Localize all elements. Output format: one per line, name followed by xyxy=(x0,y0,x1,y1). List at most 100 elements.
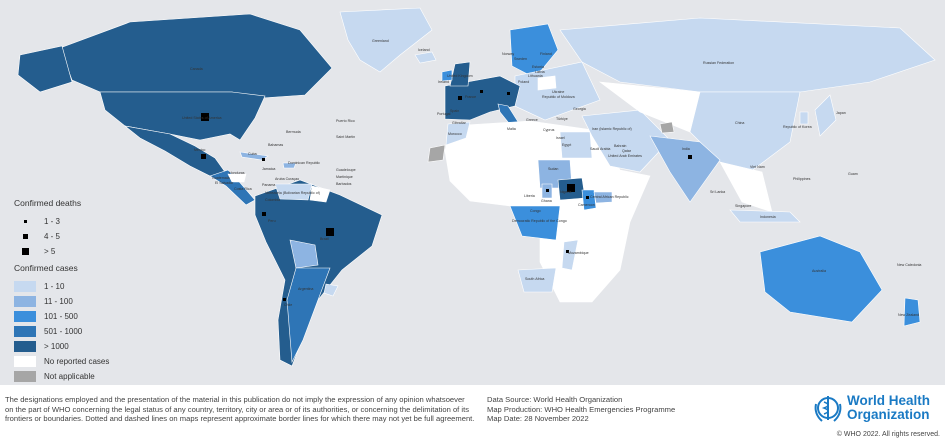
label-france: France xyxy=(465,95,476,99)
label-guadeloupe: Guadeloupe xyxy=(336,168,356,172)
label-japan: Japan xyxy=(836,111,846,115)
logo-line-2: Organization xyxy=(847,407,930,422)
country-western-sahara xyxy=(427,144,446,163)
country-scandinavia xyxy=(509,23,559,79)
label-russia: Russian Federation xyxy=(703,61,734,65)
label-saint-martin: Saint Martin xyxy=(336,135,355,139)
country-belarus xyxy=(537,75,557,91)
country-afghanistan-kashmir xyxy=(659,121,675,134)
legend-swatch xyxy=(14,341,36,352)
legend-label: Not applicable xyxy=(44,372,95,381)
legend-swatch xyxy=(14,311,36,322)
country-australia xyxy=(759,235,883,323)
label-iceland: Iceland xyxy=(418,48,430,52)
country-iceland xyxy=(414,51,437,64)
label-uae: United Arab Emirates xyxy=(608,154,642,158)
legend-deaths-item: 1 - 3 xyxy=(10,214,109,229)
label-sudan: Sudan xyxy=(548,167,558,171)
label-gibraltar: Gibraltar xyxy=(452,121,467,125)
label-qatar: Qatar xyxy=(622,149,632,153)
legend-cases-item: 501 - 1000 xyxy=(10,324,109,339)
label-indonesia: Indonesia xyxy=(760,215,776,219)
legend-swatch xyxy=(14,371,36,382)
label-aruba-curacao: Aruba Curaçao xyxy=(275,177,299,181)
label-portugal: Portugal xyxy=(437,112,451,116)
death-marker-cameroon xyxy=(586,196,589,199)
country-canada xyxy=(59,13,333,99)
death-marker-chile xyxy=(283,298,286,301)
label-israel: Israel xyxy=(556,136,565,140)
label-brazil: Brazil xyxy=(320,237,329,241)
map-footer: The designations employed and the presen… xyxy=(0,385,945,447)
country-drc xyxy=(509,205,561,241)
disclaimer-text: The designations employed and the presen… xyxy=(5,395,475,424)
death-marker-cuba xyxy=(262,158,265,161)
legend-swatch xyxy=(14,281,36,292)
label-georgia: Georgia xyxy=(573,107,586,111)
country-argentina xyxy=(286,267,331,364)
label-drc: Democratic Republic of the Congo xyxy=(512,219,567,223)
country-venezuela xyxy=(274,183,313,201)
country-morocco xyxy=(445,121,471,146)
label-argentina: Argentina xyxy=(298,287,313,291)
label-venezuela: Venezuela (Bolivarian Republic of) xyxy=(265,191,320,195)
death-marker-mozambique xyxy=(566,250,569,253)
label-cameroon: Cameroon xyxy=(578,203,595,207)
label-peru: Peru xyxy=(268,219,276,223)
map-svg: Greenland Iceland Russian Federation Can… xyxy=(17,7,936,367)
label-costa-rica: Costa Rica xyxy=(234,187,252,191)
country-bolivia xyxy=(289,239,319,269)
label-cuba: Cuba xyxy=(248,152,257,156)
death-marker-usa xyxy=(201,113,209,121)
death-marker-ghana xyxy=(546,189,549,192)
country-usa-alaska xyxy=(17,45,73,93)
label-ukraine: Ukraine xyxy=(552,90,564,94)
country-indonesia xyxy=(729,209,801,223)
legend-label: 1 - 10 xyxy=(44,282,65,291)
label-bermuda: Bermuda xyxy=(286,130,301,134)
legend-swatch xyxy=(14,296,36,307)
label-guam: Guam xyxy=(848,172,858,176)
country-guyana xyxy=(309,185,331,203)
label-mozambique: Mozambique xyxy=(568,251,589,255)
label-ireland: Ireland xyxy=(438,80,449,84)
label-honduras: Honduras xyxy=(229,171,245,175)
country-south-africa xyxy=(517,267,557,293)
legend-label: No reported cases xyxy=(44,357,110,366)
legend-label: > 1000 xyxy=(44,342,69,351)
label-uk: United Kingdom xyxy=(447,74,473,78)
label-greece: Greece xyxy=(526,118,538,122)
country-car xyxy=(593,191,613,204)
label-sweden: Sweden xyxy=(514,57,527,61)
label-norway: Norway xyxy=(502,52,514,56)
label-australia: Australia xyxy=(812,269,826,273)
who-emblem-icon xyxy=(814,396,842,422)
label-south-africa: South Africa xyxy=(525,277,544,281)
label-canada: Canada xyxy=(190,67,203,71)
label-cyprus: Cyprus xyxy=(543,128,555,132)
legend-label: 4 - 5 xyxy=(44,232,61,241)
legend-cases-title: Confirmed cases xyxy=(14,263,78,273)
death-marker-small-icon xyxy=(23,220,27,223)
label-car: Central African Republic xyxy=(590,195,629,199)
legend-label: 11 - 100 xyxy=(44,297,73,306)
label-morocco: Morocco xyxy=(448,132,462,136)
label-new-zealand: New Zealand xyxy=(898,313,919,317)
label-mexico: Mexico xyxy=(194,148,205,152)
legend-deaths-item: 4 - 5 xyxy=(10,229,109,244)
data-source: Data Source: World Health Organization xyxy=(487,395,623,404)
label-lithuania: Lithuania xyxy=(528,74,543,78)
death-marker-brazil xyxy=(326,228,334,236)
label-liberia: Liberia xyxy=(524,194,535,198)
label-martinique: Martinique xyxy=(336,175,353,179)
country-egypt xyxy=(559,131,593,159)
copyright: © WHO 2022. All rights reserved. xyxy=(836,431,940,438)
label-panama: Panama xyxy=(262,183,275,187)
label-india: India xyxy=(682,147,690,151)
legend-cases-item: 1 - 10 xyxy=(10,279,109,294)
death-marker-czechia xyxy=(507,92,510,95)
label-saudi-arabia: Saudi Arabia xyxy=(590,147,610,151)
label-new-caledonia: New Caledonia xyxy=(897,263,921,267)
logo-line-1: World Health xyxy=(847,393,931,408)
